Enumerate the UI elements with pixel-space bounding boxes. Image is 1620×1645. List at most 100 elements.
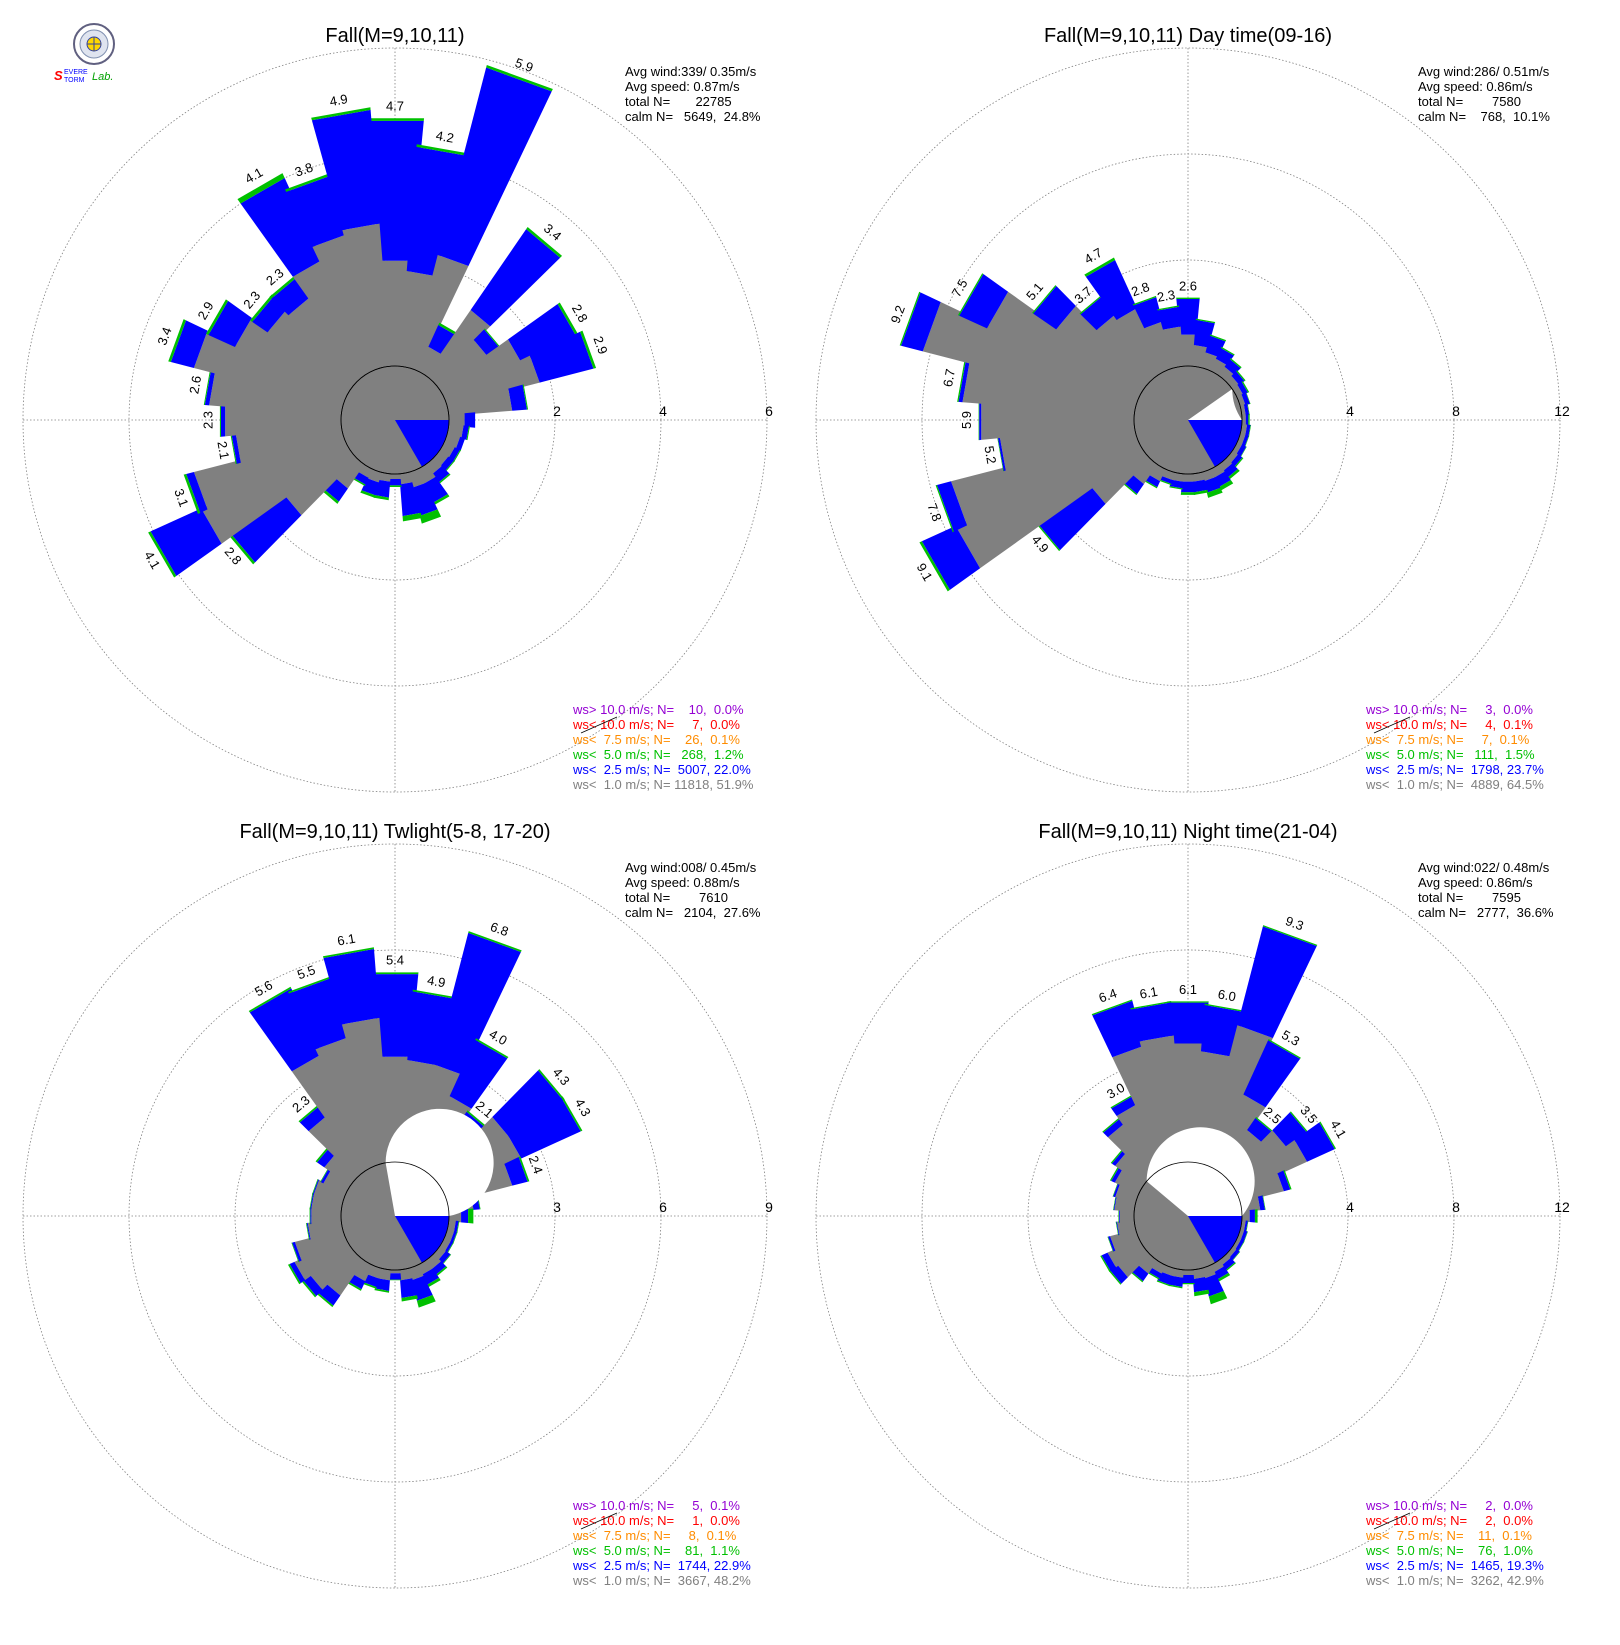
ring-label: 6	[659, 1199, 667, 1215]
bar-value-label: 3.5	[1297, 1103, 1320, 1126]
bar-segment-lt5	[1112, 1182, 1119, 1197]
sector-bar	[320, 1168, 352, 1194]
bar-segment-calm-lt1	[1225, 450, 1238, 464]
bar-segment-calm-lt1	[235, 424, 343, 463]
bar-segment-lt2p5	[1277, 1170, 1291, 1192]
bar-segment-lt2p5	[320, 1168, 331, 1184]
sector-bar: 2.3	[201, 403, 342, 437]
sector-bar	[347, 1259, 373, 1291]
bar-segment-lt2p5	[1249, 1209, 1255, 1223]
sector-bar: 2.1	[214, 424, 343, 465]
ring-label: 6	[765, 403, 773, 419]
bar-segment-lt2p5	[428, 325, 456, 355]
bar-segment-lt2p5	[1243, 403, 1250, 416]
bar-segment-lt2p5	[1037, 486, 1106, 551]
sector-bar: 5.6	[248, 977, 373, 1173]
bar-segment-lt5	[1248, 414, 1250, 426]
bar-segment-lt2p5	[371, 974, 419, 1057]
sector-bar: 9.2	[888, 291, 1140, 407]
bar-segment-lt2p5	[464, 412, 476, 428]
bar-segment-lt5	[237, 173, 285, 204]
bar-segment-lt5	[1216, 1272, 1231, 1283]
bar-segment-lt5	[438, 473, 451, 485]
bar-segment-calm-lt1	[292, 259, 373, 377]
bar-segment-lt2p5	[388, 1273, 402, 1280]
bar-segment-calm-lt1	[1116, 1220, 1136, 1236]
bar-segment-lt5	[320, 1168, 329, 1183]
bar-segment-lt5	[1193, 489, 1209, 495]
bar-segment-lt5	[388, 485, 402, 487]
bar-segment-lt5	[438, 322, 458, 336]
bar-segment-lt2p5	[1241, 434, 1249, 448]
legend-entry: ws< 5.0 m/s; N= 268, 1.2%	[572, 747, 744, 762]
bar-segment-lt5	[1238, 1241, 1245, 1252]
chart-title: Fall(M=9,10,11) Twlight(5-8, 17-20)	[239, 821, 550, 843]
bar-segment-lt5	[419, 509, 442, 524]
bar-segment-lt2p5	[208, 300, 252, 348]
bar-segment-lt5	[316, 1292, 334, 1308]
sector-bar	[315, 1147, 358, 1186]
bar-segment-lt2p5	[204, 369, 216, 406]
sector-bar: 3.8	[285, 159, 382, 372]
sector-bar	[447, 384, 529, 416]
sector-bar: 5.1	[1023, 280, 1151, 390]
bar-segment-calm-lt1	[313, 1179, 347, 1203]
bar-segment-lt5	[580, 330, 597, 369]
bar-segment-lt5	[1209, 334, 1227, 342]
stats-line: total N= 22785	[625, 94, 732, 109]
bar-segment-calm-lt1	[307, 1220, 343, 1240]
bar-segment-lt5	[1220, 346, 1235, 356]
bar-segment-lt5	[1181, 1282, 1195, 1285]
legend-entry: ws> 10.0 m/s; N= 5, 0.1%	[572, 1498, 740, 1513]
bar-segment-lt2p5	[1085, 259, 1138, 320]
calm-center-blue-sector	[1188, 1216, 1242, 1263]
bar-segment-calm-lt1	[1056, 305, 1151, 390]
bar-segment-lt5	[1227, 468, 1240, 480]
bar-value-label: 4.9	[328, 91, 348, 109]
bar-segment-lt2p5	[529, 331, 594, 383]
bar-segment-lt5	[230, 432, 237, 465]
bar-segment-lt5	[1231, 1251, 1241, 1262]
sector-bar: 2.3	[1156, 287, 1184, 368]
sector-bar	[300, 1246, 358, 1298]
sector-bar: 4.1	[141, 442, 352, 578]
bar-segment-lt2p5	[421, 1268, 440, 1286]
bar-value-label: 2.9	[195, 299, 217, 322]
stats-line: Avg wind:339/ 0.35m/s	[625, 64, 757, 79]
bar-value-label: 2.3	[263, 265, 286, 288]
bar-segment-lt2p5	[473, 329, 500, 357]
sector-bar: 3.1	[171, 433, 347, 514]
sector-bar	[1236, 433, 1250, 448]
bar-segment-lt5	[453, 449, 462, 463]
bar-segment-lt2p5	[288, 977, 349, 1050]
bar-segment-lt2p5	[1181, 481, 1195, 493]
bar-segment-lt2p5	[1159, 475, 1173, 484]
bar-segment-calm-lt1	[950, 433, 1140, 526]
sector-bar	[432, 328, 501, 390]
sector-bar	[447, 1220, 460, 1234]
stats-line: Avg speed: 0.86m/s	[1418, 875, 1533, 890]
bar-segment-lt2p5	[449, 1039, 508, 1109]
bar-segment-calm-lt1	[448, 413, 465, 427]
calm-center-outline	[1133, 1161, 1243, 1271]
sector-bar: 6.1	[1167, 982, 1209, 1163]
bar-segment-lt5	[442, 1254, 452, 1265]
bar-segment-lt2p5	[1237, 381, 1248, 395]
bar-segment-lt2p5	[1167, 1002, 1209, 1044]
bar-segment-lt5	[203, 368, 212, 406]
sector-bar	[309, 1193, 343, 1212]
bar-segment-lt2p5	[1229, 1249, 1240, 1261]
calm-center-blue-sector	[1188, 420, 1242, 467]
bar-segment-lt2p5	[1243, 1220, 1248, 1233]
sector-bar	[1115, 1220, 1136, 1236]
bar-segment-lt2p5	[900, 292, 941, 352]
bar-segment-calm-lt1	[193, 330, 347, 407]
calm-center-outline	[340, 365, 450, 475]
bar-segment-lt5	[935, 484, 954, 533]
bar-segment-calm-lt1	[324, 1154, 358, 1186]
bar-segment-calm-lt1	[1218, 1253, 1231, 1266]
bar-segment-lt2p5	[311, 109, 380, 231]
sector-bar	[1118, 1209, 1135, 1223]
bar-segment-lt2p5	[1181, 1275, 1195, 1283]
